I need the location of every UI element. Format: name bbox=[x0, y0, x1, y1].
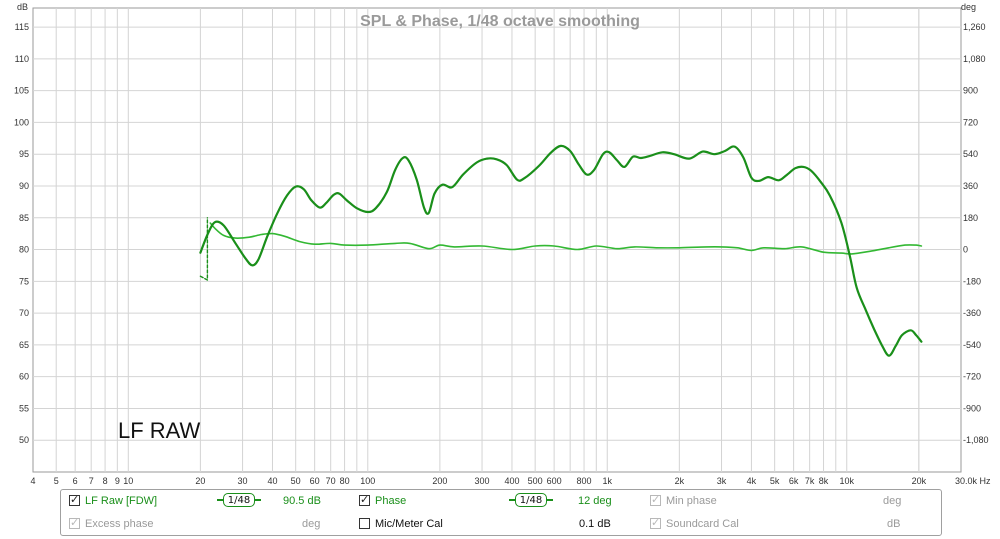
plot-curves bbox=[199, 144, 923, 357]
legend-row: Excess phase deg Mic/Meter Cal 0.1 dB So… bbox=[61, 515, 941, 535]
x-tick-label: 9 bbox=[115, 476, 120, 486]
spl-dashed-segment bbox=[199, 217, 209, 281]
y-left-tick-label: 100 bbox=[14, 117, 29, 127]
min-phase-checkbox[interactable] bbox=[650, 493, 661, 506]
lf-raw-label: LF Raw [FDW] bbox=[85, 495, 158, 507]
excess-phase-value: deg bbox=[302, 518, 321, 530]
x-tick-label: 5 bbox=[54, 476, 59, 486]
x-tick-label: 80 bbox=[340, 476, 350, 486]
phase-value: 12 deg bbox=[578, 495, 612, 507]
y-right-tick-label: -180 bbox=[963, 276, 981, 286]
y-left-tick-label: 50 bbox=[19, 435, 29, 445]
lf-raw-value: 90.5 dB bbox=[283, 495, 321, 507]
y-left-tick-label: 70 bbox=[19, 308, 29, 318]
x-tick-label: 7k bbox=[805, 476, 815, 486]
y-right-tick-label: -540 bbox=[963, 340, 981, 350]
phase-curve bbox=[209, 222, 923, 255]
y-left-tick-label: 110 bbox=[15, 54, 29, 64]
mic-cal-checkbox[interactable] bbox=[359, 518, 370, 529]
legend-panel: LF Raw [FDW] 1/48 90.5 dB Phase 1/48 12 … bbox=[60, 489, 942, 536]
right-axis-unit: deg bbox=[961, 2, 976, 12]
y-right-tick-label: 900 bbox=[963, 86, 978, 96]
y-left-tick-label: 55 bbox=[19, 403, 29, 413]
x-tick-label: 6k bbox=[789, 476, 799, 486]
measurement-label: LF RAW bbox=[118, 418, 201, 443]
x-tick-label: 2k bbox=[675, 476, 685, 486]
x-tick-label: 800 bbox=[577, 476, 592, 486]
y-left-tick-label: 90 bbox=[19, 181, 29, 191]
x-tick-label: 6 bbox=[73, 476, 78, 486]
y-right-tick-label: 540 bbox=[963, 149, 978, 159]
x-tick-label: 30.0k Hz bbox=[955, 476, 991, 486]
chart-title: SPL & Phase, 1/48 octave smoothing bbox=[360, 13, 640, 30]
x-tick-label: 200 bbox=[432, 476, 447, 486]
y-right-tick-label: -900 bbox=[963, 403, 981, 413]
grid bbox=[32, 7, 962, 473]
soundcard-cal-label: Soundcard Cal bbox=[666, 518, 739, 530]
spl-phase-chart: 50556065707580859095100105110115-1,080-9… bbox=[14, 2, 991, 486]
soundcard-cal-value: dB bbox=[887, 518, 901, 530]
y-right-tick-label: 180 bbox=[963, 213, 978, 223]
min-phase-label: Min phase bbox=[666, 495, 717, 507]
x-tick-label: 500 bbox=[528, 476, 543, 486]
spl-curve bbox=[199, 144, 923, 357]
excess-phase-checkbox[interactable] bbox=[69, 516, 80, 529]
x-tick-label: 20 bbox=[195, 476, 205, 486]
axis-labels: 50556065707580859095100105110115-1,080-9… bbox=[14, 22, 991, 486]
y-left-tick-label: 65 bbox=[19, 340, 29, 350]
x-tick-label: 20k bbox=[912, 476, 927, 486]
y-right-tick-label: 1,080 bbox=[963, 54, 986, 64]
x-tick-label: 5k bbox=[770, 476, 780, 486]
lf-raw-checkbox[interactable] bbox=[69, 493, 80, 506]
x-tick-label: 400 bbox=[504, 476, 519, 486]
x-tick-label: 50 bbox=[291, 476, 301, 486]
x-tick-label: 30 bbox=[238, 476, 248, 486]
x-tick-label: 10k bbox=[839, 476, 854, 486]
x-tick-label: 10 bbox=[123, 476, 133, 486]
y-left-tick-label: 95 bbox=[19, 149, 29, 159]
y-left-tick-label: 75 bbox=[19, 276, 29, 286]
y-right-tick-label: -1,080 bbox=[963, 435, 989, 445]
x-tick-label: 600 bbox=[547, 476, 562, 486]
y-left-tick-label: 60 bbox=[19, 372, 29, 382]
x-tick-label: 8k bbox=[819, 476, 829, 486]
y-right-tick-label: 360 bbox=[963, 181, 978, 191]
x-tick-label: 40 bbox=[267, 476, 277, 486]
y-left-tick-label: 105 bbox=[14, 86, 29, 96]
x-tick-label: 100 bbox=[360, 476, 375, 486]
plot-frame bbox=[32, 7, 962, 473]
excess-phase-label: Excess phase bbox=[85, 518, 154, 530]
x-tick-label: 3k bbox=[717, 476, 727, 486]
y-right-tick-label: 0 bbox=[963, 245, 968, 255]
y-left-tick-label: 80 bbox=[19, 245, 29, 255]
soundcard-cal-checkbox[interactable] bbox=[650, 516, 661, 529]
y-right-tick-label: 1,260 bbox=[963, 22, 986, 32]
mic-cal-label: Mic/Meter Cal bbox=[375, 518, 443, 530]
phase-checkbox[interactable] bbox=[359, 493, 370, 506]
x-tick-label: 60 bbox=[310, 476, 320, 486]
x-tick-label: 300 bbox=[475, 476, 490, 486]
y-right-tick-label: -360 bbox=[963, 308, 981, 318]
left-axis-unit: dB bbox=[17, 2, 28, 12]
x-tick-label: 7 bbox=[89, 476, 94, 486]
x-tick-label: 4 bbox=[30, 476, 35, 486]
phase-label: Phase bbox=[375, 495, 407, 507]
x-tick-label: 8 bbox=[103, 476, 108, 486]
legend-row: LF Raw [FDW] 1/48 90.5 dB Phase 1/48 12 … bbox=[61, 492, 941, 512]
mic-cal-value: 0.1 dB bbox=[579, 518, 611, 530]
x-tick-label: 70 bbox=[326, 476, 336, 486]
phase-smoothing-button[interactable]: 1/48 bbox=[509, 493, 553, 507]
x-tick-label: 1k bbox=[603, 476, 613, 486]
y-right-tick-label: 720 bbox=[963, 117, 978, 127]
y-left-tick-label: 85 bbox=[19, 213, 29, 223]
x-tick-label: 4k bbox=[747, 476, 757, 486]
min-phase-value: deg bbox=[883, 495, 902, 507]
lf-raw-smoothing-button[interactable]: 1/48 bbox=[217, 493, 261, 507]
y-right-tick-label: -720 bbox=[963, 372, 981, 382]
y-left-tick-label: 115 bbox=[15, 22, 29, 32]
